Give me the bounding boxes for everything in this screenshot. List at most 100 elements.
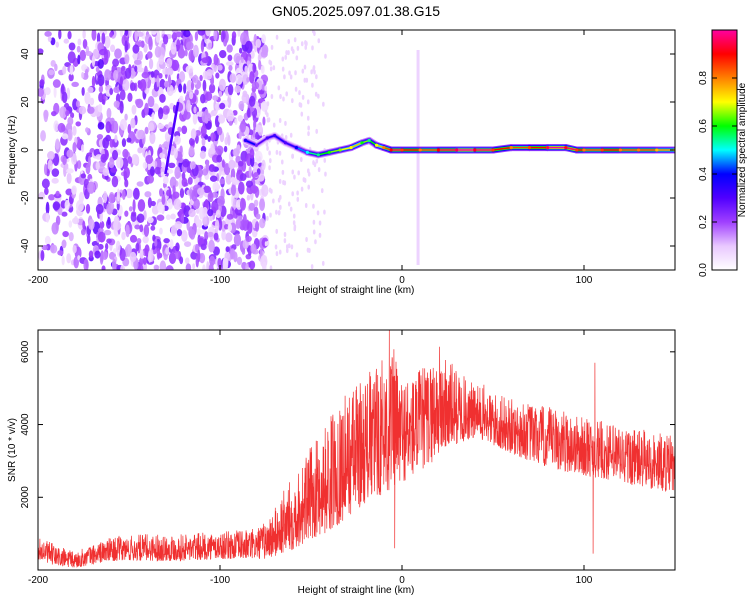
noise-blob: [142, 257, 147, 265]
noise-blob: [275, 228, 279, 234]
colorbar-tick-label: 0.8: [698, 71, 709, 85]
noise-blob: [317, 167, 321, 173]
noise-blob: [159, 188, 164, 197]
noise-blob: [260, 64, 265, 74]
noise-blob: [119, 248, 126, 262]
noise-blob: [183, 30, 191, 38]
noise-blob: [197, 249, 201, 263]
signal-trace-point: [455, 148, 459, 152]
noise-blob: [255, 38, 262, 48]
noise-blob: [179, 256, 184, 265]
signal-trace-point: [418, 148, 422, 152]
noise-blob: [304, 202, 308, 208]
noise-blob: [187, 176, 193, 185]
noise-blob: [163, 80, 170, 88]
noise-blob: [61, 133, 69, 140]
noise-blob: [39, 79, 45, 87]
noise-blob: [174, 166, 181, 179]
noise-blob: [62, 230, 69, 238]
noise-blob: [58, 30, 62, 40]
noise-blob: [160, 171, 165, 178]
noise-blob: [78, 191, 85, 203]
signal-trace-point: [564, 146, 568, 150]
noise-blob: [264, 241, 268, 247]
noise-blob: [85, 127, 89, 133]
noise-blob: [57, 250, 64, 256]
noise-blob: [127, 92, 133, 103]
signal-trace-point: [349, 146, 353, 150]
noise-blob: [303, 77, 307, 83]
noise-blob: [213, 30, 218, 41]
noise-blob: [205, 160, 210, 173]
noise-blob: [190, 251, 198, 260]
noise-blob: [80, 228, 86, 236]
noise-blob: [265, 188, 268, 194]
noise-blob: [96, 133, 104, 140]
noise-blob: [301, 68, 305, 74]
noise-blob: [97, 103, 103, 113]
signal-trace-point: [316, 153, 320, 157]
noise-blob: [123, 166, 130, 179]
noise-blob: [305, 237, 308, 243]
noise-blob: [162, 149, 168, 155]
noise-blob: [303, 177, 307, 183]
noise-blob: [174, 221, 183, 230]
noise-blob: [295, 252, 299, 258]
noise-blob: [162, 34, 169, 45]
noise-blob: [312, 65, 316, 71]
noise-blob: [97, 74, 105, 87]
noise-blob: [76, 45, 81, 53]
noise-blob: [173, 198, 182, 210]
noise-blob: [254, 150, 263, 163]
noise-blob: [200, 243, 207, 251]
noise-blob: [201, 137, 206, 147]
noise-blob: [272, 122, 276, 128]
noise-blob: [317, 93, 320, 99]
noise-blob: [136, 181, 144, 187]
noise-blob: [192, 44, 199, 58]
noise-blob: [81, 87, 85, 96]
noise-blob: [304, 44, 308, 50]
noise-blob: [239, 120, 246, 133]
noise-blob: [289, 206, 293, 212]
noise-blob: [154, 264, 160, 270]
signal-trace-point: [338, 148, 342, 152]
signal-trace-point: [546, 146, 550, 150]
noise-blob: [120, 66, 125, 76]
noise-blob: [61, 91, 68, 104]
signal-trace-point: [509, 146, 513, 150]
noise-blob: [268, 150, 271, 156]
noise-blob: [318, 220, 322, 226]
noise-blob: [105, 121, 112, 134]
noise-blob: [202, 206, 208, 217]
noise-blob: [75, 200, 84, 212]
noise-blob: [269, 66, 273, 72]
noise-blob: [105, 243, 109, 250]
colorbar-frame: [711, 29, 738, 271]
signal-trace-point: [655, 148, 659, 152]
noise-blob: [106, 238, 112, 244]
noise-blob: [97, 122, 105, 130]
noise-blob: [107, 216, 111, 226]
noise-blob: [275, 149, 279, 155]
noise-blob: [82, 38, 88, 49]
noise-blob: [228, 64, 233, 71]
noise-blob: [219, 102, 226, 110]
noise-blob: [234, 85, 242, 94]
noise-blob: [216, 126, 223, 136]
signal-trace-point: [283, 141, 288, 145]
signal-trace-point: [436, 148, 440, 152]
noise-blob: [280, 159, 284, 165]
noise-blob: [212, 95, 219, 101]
noise-blob: [113, 69, 119, 81]
noise-blob: [235, 219, 241, 230]
noise-blob: [232, 109, 238, 116]
spectrogram-y-axis-label: Frequency (Hz): [7, 116, 18, 185]
noise-blob: [125, 244, 132, 257]
noise-blob: [96, 32, 101, 45]
figure-title: GN05.2025.097.01.38.G15: [272, 3, 440, 19]
noise-blob: [119, 89, 126, 101]
noise-blob: [221, 220, 227, 232]
noise-blob: [220, 30, 225, 43]
noise-blob: [100, 153, 107, 163]
